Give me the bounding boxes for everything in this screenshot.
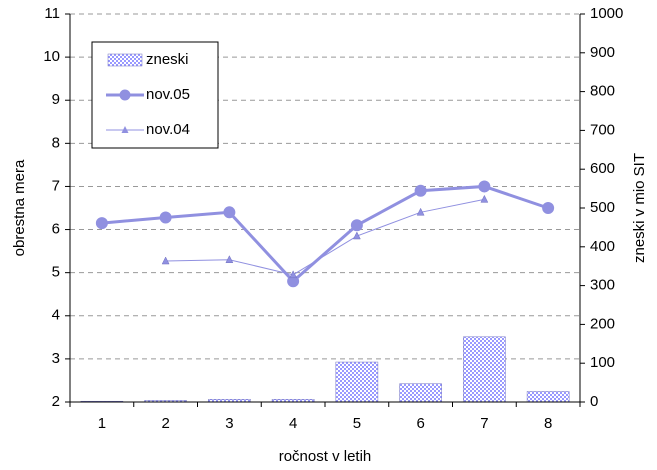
line [165,198,485,276]
point [352,231,361,240]
y-tick-label: 4 [52,307,60,324]
point [478,180,491,193]
y-tick-label: 3 [52,350,60,367]
y2-tick-label: 1000 [590,5,623,22]
x-tick-label: 7 [480,415,488,432]
y-tick-label: 11 [44,5,60,22]
y-tick-label: 5 [52,264,60,281]
y2-tick-label: 900 [590,44,615,61]
y-tick-label: 8 [52,134,60,151]
point [414,184,427,197]
point [223,206,236,219]
y2-tick-label: 300 [590,277,615,294]
x-tick-label: 2 [161,415,169,432]
bar [335,361,379,403]
y-tick-label: 6 [52,221,60,238]
y2-tick-label: 700 [590,121,615,138]
y2-tick-label: 500 [590,199,615,216]
y-tick-label: 10 [43,48,60,65]
x-tick-label: 6 [416,415,424,432]
legend-marker [121,126,129,133]
legend-marker [119,89,131,101]
line [101,184,549,284]
point [416,207,425,216]
bar [399,383,442,403]
y2-tick-label: 400 [590,238,615,255]
y2-tick-label: 800 [590,83,615,100]
point [95,217,108,230]
y2-tick-label: 0 [590,393,598,410]
x-tick-label: 8 [544,415,552,432]
y-tick-label: 9 [52,91,60,108]
y-tick-label: 2 [52,393,60,410]
y2-tick-label: 200 [590,315,615,332]
point [350,219,363,232]
point [289,270,298,279]
point [161,256,170,265]
legend-label: nov.04 [146,121,190,138]
point [225,255,234,263]
y-tick-label: 7 [52,177,60,194]
bar [463,336,506,403]
y2-tick-label: 600 [590,160,615,177]
x-tick-label: 1 [98,415,106,432]
legend-label: zneski [146,51,189,68]
bar [526,391,570,403]
x-tick-label: 4 [289,415,297,432]
x-tick-label: 3 [225,415,233,432]
legend-swatch [107,53,143,67]
point [480,194,489,203]
x-axis-label: ročnost v letih [279,448,372,465]
point [542,202,555,214]
y2-axis-label: zneski v mio SIT [631,153,648,263]
legend-label: nov.05 [146,86,190,103]
y-axis-label: obrestna mera [11,159,28,256]
y2-tick-label: 100 [590,354,615,371]
x-tick-label: 5 [353,415,361,432]
point [159,211,172,224]
